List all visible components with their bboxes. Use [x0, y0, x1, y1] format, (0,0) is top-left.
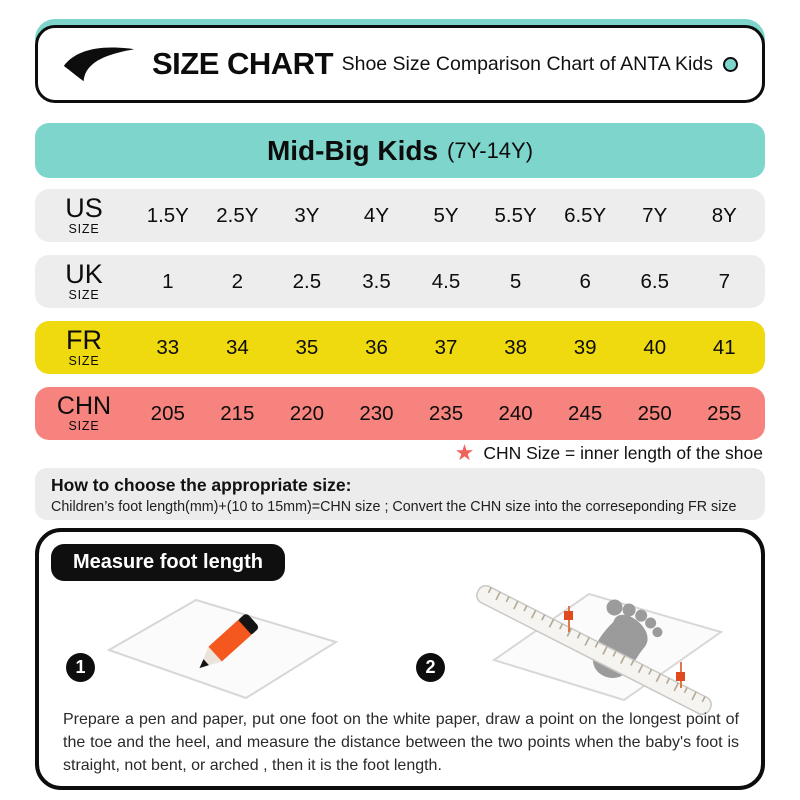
row-values-fr: 33 34 35 36 37 38 39 40 41	[133, 336, 765, 360]
teal-dot-icon	[723, 56, 738, 72]
row-label-us: US SIZE	[35, 195, 133, 235]
row-label-main: UK	[65, 259, 103, 290]
size-cell: 4Y	[363, 203, 389, 227]
row-label-sub: SIZE	[68, 221, 100, 236]
toe-marker-icon	[564, 606, 573, 632]
chn-size-note: ★ CHN Size = inner length of the shoe	[35, 442, 763, 464]
size-row-uk: UK SIZE 1 2 2.5 3.5 4.5 5 6 6.5 7	[35, 255, 765, 308]
row-values-us: 1.5Y 2.5Y 3Y 4Y 5Y 5.5Y 6.5Y 7Y 8Y	[133, 204, 765, 228]
header: SIZE CHART Shoe Size Comparison Chart of…	[35, 19, 765, 103]
size-cell: 245	[568, 401, 603, 425]
row-label-sub: SIZE	[68, 287, 100, 302]
size-cell: 205	[150, 401, 185, 425]
size-cell: 37	[434, 335, 458, 359]
size-cell: 5Y	[433, 203, 459, 227]
size-cell: 41	[712, 335, 736, 359]
row-label-main: FR	[66, 325, 102, 356]
size-cell: 6.5Y	[564, 203, 607, 227]
measure-foot-length-box: Measure foot length	[35, 528, 765, 790]
size-cell: 5	[509, 269, 522, 293]
pencil-icon	[199, 614, 259, 669]
size-cell: 7	[718, 269, 730, 293]
size-cell: 230	[359, 401, 394, 425]
size-cell: 8Y	[711, 203, 737, 227]
size-cell: 3.5	[362, 269, 391, 293]
size-cell: 36	[365, 335, 388, 359]
star-icon: ★	[454, 440, 475, 465]
size-cell: 6.5	[640, 269, 669, 293]
header-box: SIZE CHART Shoe Size Comparison Chart of…	[35, 25, 765, 103]
size-cell: 7Y	[642, 203, 668, 227]
how-to-choose-box: How to choose the appropriate size: Chil…	[35, 468, 765, 520]
measure-description: Prepare a pen and paper, put one foot on…	[63, 711, 739, 775]
row-values-uk: 1 2 2.5 3.5 4.5 5 6 6.5 7	[133, 270, 765, 294]
size-cell: 240	[498, 401, 533, 425]
note-text: CHN Size = inner length of the shoe	[483, 442, 763, 463]
how-to-heading: How to choose the appropriate size:	[51, 475, 352, 495]
row-label-sub: SIZE	[68, 353, 100, 368]
measure-title-pill: Measure foot length	[51, 544, 286, 581]
step-1-badge: 1	[66, 653, 95, 682]
anta-logo-icon	[63, 47, 135, 82]
row-label-fr: FR SIZE	[35, 327, 133, 367]
size-cell: 40	[643, 335, 667, 359]
size-cell: 39	[573, 335, 597, 359]
age-group-banner: Mid-Big Kids (7Y-14Y)	[35, 123, 765, 178]
row-label-main: CHN	[56, 392, 112, 421]
heel-marker-icon	[676, 662, 685, 688]
size-cell: 255	[707, 401, 742, 425]
row-label-chn: CHN SIZE	[35, 394, 133, 432]
size-row-us: US SIZE 1.5Y 2.5Y 3Y 4Y 5Y 5.5Y 6.5Y 7Y …	[35, 189, 765, 242]
step-2-badge: 2	[416, 653, 445, 682]
ruler-icon	[476, 584, 712, 715]
row-label-sub: SIZE	[68, 418, 100, 433]
row-label-main: US	[65, 193, 103, 224]
size-cell: 2.5	[292, 269, 322, 293]
foot-on-paper-with-ruler-illustration	[476, 584, 724, 715]
size-cell: 2	[231, 269, 244, 293]
paper-and-pencil-illustration	[106, 598, 339, 700]
size-cell: 1.5Y	[146, 203, 189, 227]
size-cell: 3Y	[294, 203, 320, 227]
size-cell: 6	[579, 269, 591, 293]
size-cell: 4.5	[431, 269, 461, 293]
banner-title: Mid-Big Kids	[266, 134, 439, 166]
size-cell: 35	[295, 335, 319, 359]
size-table: US SIZE 1.5Y 2.5Y 3Y 4Y 5Y 5.5Y 6.5Y 7Y …	[35, 189, 765, 453]
size-cell: 215	[220, 401, 255, 425]
size-cell: 38	[504, 335, 527, 359]
size-cell: 34	[225, 335, 249, 359]
header-subtitle: Shoe Size Comparison Chart of ANTA Kids	[341, 52, 713, 75]
size-cell: 5.5Y	[494, 203, 537, 227]
row-label-uk: UK SIZE	[35, 261, 133, 301]
size-cell: 235	[428, 401, 464, 425]
how-to-body: Children’s foot length(mm)+(10 to 15mm)=…	[51, 499, 737, 515]
size-cell: 2.5Y	[216, 203, 259, 227]
size-cell: 250	[637, 401, 672, 425]
brand-title: SIZE CHART	[152, 46, 334, 81]
header-right: Shoe Size Comparison Chart of ANTA Kids	[342, 53, 738, 76]
size-cell: 33	[156, 335, 180, 359]
size-row-chn: CHN SIZE 205 215 220 230 235 240 245 250…	[35, 387, 765, 440]
row-values-chn: 205 215 220 230 235 240 245 250 255	[133, 402, 765, 426]
size-cell: 220	[289, 401, 325, 425]
size-row-fr: FR SIZE 33 34 35 36 37 38 39 40 41	[35, 321, 765, 374]
size-cell: 1	[162, 269, 174, 293]
banner-age-range: (7Y-14Y)	[447, 137, 534, 163]
